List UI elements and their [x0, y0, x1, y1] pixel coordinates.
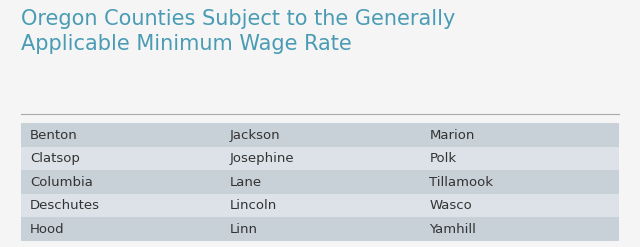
FancyBboxPatch shape	[420, 194, 620, 217]
FancyBboxPatch shape	[220, 147, 420, 170]
FancyBboxPatch shape	[420, 147, 620, 170]
Text: Polk: Polk	[429, 152, 456, 165]
Text: Marion: Marion	[429, 129, 475, 142]
Text: Lincoln: Lincoln	[230, 199, 277, 212]
FancyBboxPatch shape	[420, 124, 620, 147]
FancyBboxPatch shape	[20, 194, 220, 217]
Text: Lane: Lane	[230, 176, 262, 189]
Text: Columbia: Columbia	[30, 176, 93, 189]
FancyBboxPatch shape	[420, 217, 620, 241]
FancyBboxPatch shape	[20, 124, 220, 147]
FancyBboxPatch shape	[220, 124, 420, 147]
Text: Hood: Hood	[30, 223, 65, 235]
Text: Josephine: Josephine	[230, 152, 294, 165]
Text: Clatsop: Clatsop	[30, 152, 80, 165]
Text: Linn: Linn	[230, 223, 258, 235]
Text: Wasco: Wasco	[429, 199, 472, 212]
Text: Tillamook: Tillamook	[429, 176, 493, 189]
FancyBboxPatch shape	[20, 170, 220, 194]
Text: Jackson: Jackson	[230, 129, 280, 142]
FancyBboxPatch shape	[420, 170, 620, 194]
Text: Deschutes: Deschutes	[30, 199, 100, 212]
Text: Oregon Counties Subject to the Generally
Applicable Minimum Wage Rate: Oregon Counties Subject to the Generally…	[20, 9, 455, 54]
FancyBboxPatch shape	[20, 217, 220, 241]
Text: Benton: Benton	[30, 129, 78, 142]
Text: Yamhill: Yamhill	[429, 223, 476, 235]
FancyBboxPatch shape	[220, 170, 420, 194]
FancyBboxPatch shape	[220, 217, 420, 241]
FancyBboxPatch shape	[20, 147, 220, 170]
FancyBboxPatch shape	[220, 194, 420, 217]
